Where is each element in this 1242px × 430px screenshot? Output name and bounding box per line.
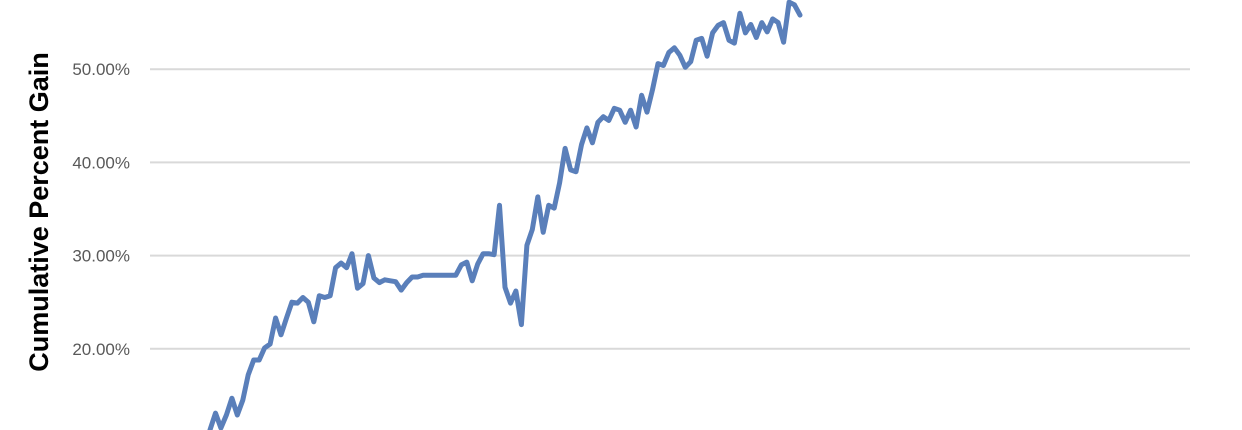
y-tick-labels: 20.00% 30.00% 40.00% 50.00% xyxy=(72,60,130,359)
y-tick-label: 50.00% xyxy=(72,60,130,79)
y-tick-label: 30.00% xyxy=(72,247,130,266)
series-line xyxy=(207,0,803,430)
y-axis-title: Cumulative Percent Gain xyxy=(24,52,54,372)
y-tick-label: 20.00% xyxy=(72,340,130,359)
gridlines xyxy=(150,68,1190,350)
y-tick-label: 40.00% xyxy=(72,153,130,172)
